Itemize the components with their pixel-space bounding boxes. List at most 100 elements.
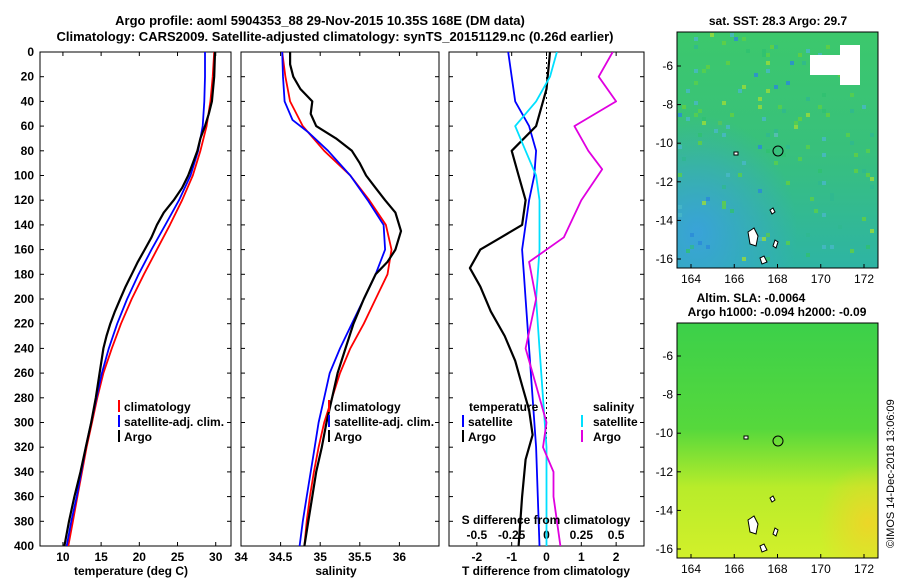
sst-pixel: [774, 85, 778, 89]
sst-pixel: [766, 69, 770, 73]
map-lat-label: -14: [656, 213, 674, 227]
depth-tick-label: 100: [14, 169, 34, 183]
map-lon-label: 172: [854, 272, 874, 286]
depth-tick-label: 80: [21, 144, 35, 158]
map-lat-label: -16: [656, 542, 674, 556]
map-lon-label: 170: [811, 272, 831, 286]
sst-pixel: [774, 129, 778, 133]
s-diff-tick-label: -0.5: [467, 528, 488, 542]
sst-pixel: [702, 117, 706, 121]
sst-pixel: [694, 113, 698, 117]
x-tick-label: 34: [234, 550, 248, 564]
salinity-panel: [240, 51, 440, 547]
depth-tick-label: 0: [27, 45, 34, 59]
sst-pixel: [694, 101, 698, 105]
sst-pixel: [798, 53, 802, 57]
sst-pixel: [698, 133, 702, 137]
sst-pixel: [862, 169, 866, 173]
legend-temperature-title: temperature: [469, 400, 539, 414]
depth-tick-label: 120: [14, 193, 34, 207]
temperature-xlabel: temperature (deg C): [74, 564, 188, 578]
sst-pixel: [698, 109, 702, 113]
legend-clim-label: climatology: [334, 400, 401, 414]
sla-map: Altim. SLA: -0.0064 Argo h1000: -0.094 h…: [656, 291, 879, 576]
map-lat-label: -10: [656, 426, 674, 440]
x-tick-label: 0: [543, 550, 550, 564]
map-lat-label: -12: [656, 465, 674, 479]
sst-pixel: [870, 229, 874, 233]
salinity-xlabel: salinity: [315, 564, 357, 578]
sst-pixel: [774, 133, 778, 137]
sst-pixel: [770, 45, 774, 49]
title-line-1: Argo profile: aoml 5904353_88 29-Nov-201…: [115, 13, 525, 28]
map-lon-label: 172: [854, 562, 874, 576]
sst-pixel: [694, 69, 698, 73]
legend-t-sat-label: satellite: [468, 415, 513, 429]
sst-pixel: [802, 61, 806, 65]
sst-pixel: [702, 201, 706, 205]
difference-xlabel: T difference from climatology: [462, 564, 630, 578]
sst-pixel: [866, 245, 870, 249]
map-lon-label: 166: [724, 272, 744, 286]
land-mask-white: [840, 45, 860, 85]
sst-pixel: [714, 129, 718, 133]
sst-pixel: [718, 121, 722, 125]
sst-pixel: [686, 117, 690, 121]
map-lat-label: -10: [656, 136, 674, 150]
sst-pixel: [722, 205, 726, 209]
depth-tick-label: 260: [14, 366, 34, 380]
sst-pixel: [686, 249, 690, 253]
sst-pixel: [862, 217, 866, 221]
island-shape: [759, 543, 768, 553]
series-line-s-satellite: [514, 52, 558, 546]
sst-pixel: [798, 157, 802, 161]
x-tick-label: -1: [506, 550, 517, 564]
sst-pixel: [678, 113, 682, 117]
x-tick-label: 30: [209, 550, 223, 564]
sst-pixel: [870, 133, 874, 137]
sst-pixel: [822, 153, 826, 157]
map-lat-label: -6: [662, 59, 673, 73]
legend-s-sat-label: satellite: [593, 415, 638, 429]
sst-pixel: [766, 233, 770, 237]
sst-pixel: [742, 161, 746, 165]
sst-pixel: [726, 61, 730, 65]
legend-salinity-title: salinity: [593, 400, 635, 414]
sst-pixel: [686, 89, 690, 93]
sst-pixel: [766, 149, 770, 153]
sst-map: sat. SST: 28.3 Argo: 29.7 164 166 168 170 17…: [656, 14, 879, 286]
sst-pixel: [818, 169, 822, 173]
sst-pixel: [694, 37, 698, 41]
sla-high-patch: [677, 323, 878, 558]
sst-pixel: [706, 245, 710, 249]
legend-sat-label: satellite-adj. clim.: [124, 415, 224, 429]
sst-pixel: [678, 173, 682, 177]
depth-tick-label: 20: [21, 70, 35, 84]
sst-pixel: [822, 137, 826, 141]
sst-pixel: [822, 109, 826, 113]
sst-pixel: [782, 153, 786, 157]
depth-tick-label: 40: [21, 94, 35, 108]
depth-tick-label: 60: [21, 119, 35, 133]
sst-pixel: [758, 237, 762, 241]
sst-pixel: [742, 37, 746, 41]
depth-tick-label: 380: [14, 514, 34, 528]
map-lon-label: 168: [767, 562, 787, 576]
sst-pixel: [734, 37, 738, 41]
depth-tick-label: 320: [14, 440, 34, 454]
sst-pixel: [826, 113, 830, 117]
sst-pixel: [730, 209, 734, 213]
x-tick-label: 35.5: [348, 550, 372, 564]
x-tick-label: 34.5: [269, 550, 293, 564]
island-shape: [769, 495, 776, 503]
sst-pixel: [786, 181, 790, 185]
sst-pixel: [722, 101, 726, 105]
sst-pixel: [818, 105, 822, 109]
map-lon-label: 164: [681, 562, 701, 576]
depth-tick-label: 200: [14, 292, 34, 306]
sst-pixel: [774, 45, 778, 49]
x-tick-label: 10: [56, 550, 70, 564]
x-tick-label: 1: [578, 550, 585, 564]
sst-pixel: [738, 173, 742, 177]
copyright-credit: ©IMOS 14-Dec-2018 13:06:09: [885, 399, 897, 548]
